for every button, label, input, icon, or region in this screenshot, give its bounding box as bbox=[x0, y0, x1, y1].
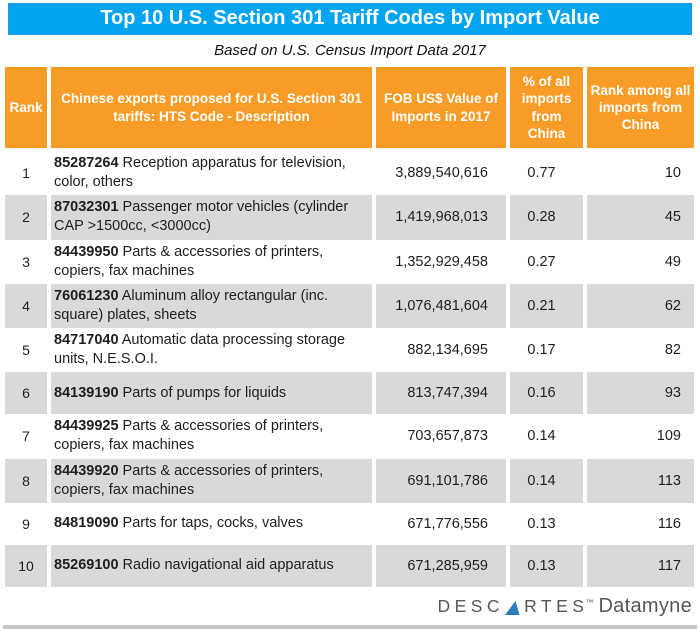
hts-code: 84717040 bbox=[54, 332, 119, 349]
table-body: 1 85287264 Reception apparatus for telev… bbox=[5, 151, 694, 587]
description-cell: 84819090 Parts for taps, cocks, valves bbox=[51, 502, 372, 545]
description-cell: 84439950 Parts & accessories of printers… bbox=[51, 239, 372, 284]
table-row: 9 84819090 Parts for taps, cocks, valves… bbox=[5, 502, 694, 545]
col-header-fob-value: FOB US$ Value of Imports in 2017 bbox=[376, 67, 506, 149]
description-text: Aluminum alloy rectangular (inc. square)… bbox=[54, 287, 329, 323]
hts-code: 84819090 bbox=[54, 515, 119, 532]
col-header-rank-all-imports: Rank among all imports from China bbox=[587, 67, 694, 149]
table-row: 4 76061230 Aluminum alloy rectangular (i… bbox=[5, 283, 694, 329]
rank-cell: 8 bbox=[5, 458, 47, 503]
description-cell: 85269100 Radio navigational aid apparatu… bbox=[51, 544, 372, 587]
rank-cell: 3 bbox=[5, 239, 47, 284]
description-cell: 84139190 Parts of pumps for liquids bbox=[51, 372, 372, 415]
pct-cell: 0.77 bbox=[510, 151, 583, 196]
pct-cell: 0.21 bbox=[510, 283, 583, 329]
pct-cell: 0.17 bbox=[510, 328, 583, 373]
description-text: Automatic data processing storage units,… bbox=[54, 332, 346, 368]
rank-all-cell: 49 bbox=[587, 239, 694, 284]
description-cell: 85287264 Reception apparatus for televis… bbox=[51, 151, 372, 196]
fob-value-cell: 671,285,959 bbox=[376, 544, 506, 587]
hts-code: 85269100 bbox=[54, 557, 119, 574]
table-row: 10 85269100 Radio navigational aid appar… bbox=[5, 544, 694, 587]
description-text: Parts of pumps for liquids bbox=[118, 384, 287, 401]
pct-cell: 0.16 bbox=[510, 372, 583, 415]
logo-trademark: ™ bbox=[585, 598, 594, 607]
hts-code: 84439925 bbox=[54, 418, 119, 435]
fob-value-cell: 882,134,695 bbox=[376, 328, 506, 373]
description-text: Radio navigational aid apparatus bbox=[118, 557, 334, 574]
descartes-datamyne-logo: DESC RTES ™ Datamyne bbox=[437, 595, 692, 618]
hts-code: 76061230 bbox=[54, 287, 119, 304]
fob-value-cell: 1,419,968,013 bbox=[376, 195, 506, 240]
hts-code: 84139190 bbox=[54, 384, 119, 401]
rank-all-cell: 82 bbox=[587, 328, 694, 373]
table-row: 3 84439950 Parts & accessories of printe… bbox=[5, 239, 694, 284]
rank-cell: 1 bbox=[5, 151, 47, 196]
col-header-rank: Rank bbox=[5, 67, 47, 149]
pct-cell: 0.14 bbox=[510, 414, 583, 459]
description-cell: 84717040 Automatic data processing stora… bbox=[51, 328, 372, 373]
rank-all-cell: 116 bbox=[587, 502, 694, 545]
table-row: 8 84439920 Parts & accessories of printe… bbox=[5, 458, 694, 503]
hts-code: 84439950 bbox=[54, 243, 119, 260]
description-text: Parts & accessories of printers, copiers… bbox=[54, 418, 324, 454]
bottom-divider-bar bbox=[3, 625, 697, 629]
table-row: 7 84439925 Parts & accessories of printe… bbox=[5, 414, 694, 459]
rank-all-cell: 93 bbox=[587, 372, 694, 415]
description-text: Parts for taps, cocks, valves bbox=[118, 515, 304, 532]
hts-code: 85287264 bbox=[54, 155, 119, 172]
description-cell: 76061230 Aluminum alloy rectangular (inc… bbox=[51, 283, 372, 329]
page-subtitle: Based on U.S. Census Import Data 2017 bbox=[214, 42, 486, 59]
rank-all-cell: 45 bbox=[587, 195, 694, 240]
rank-cell: 6 bbox=[5, 372, 47, 415]
rank-cell: 2 bbox=[5, 195, 47, 240]
rank-all-cell: 117 bbox=[587, 544, 694, 587]
logo-descartes-text: DESC RTES bbox=[437, 596, 589, 616]
pct-cell: 0.13 bbox=[510, 502, 583, 545]
description-cell: 84439925 Parts & accessories of printers… bbox=[51, 414, 372, 459]
rank-cell: 10 bbox=[5, 544, 47, 587]
description-text: Reception apparatus for television, colo… bbox=[54, 155, 346, 191]
rank-cell: 4 bbox=[5, 283, 47, 329]
fob-value-cell: 1,076,481,604 bbox=[376, 283, 506, 329]
pct-cell: 0.13 bbox=[510, 544, 583, 587]
rank-cell: 7 bbox=[5, 414, 47, 459]
fob-value-cell: 1,352,929,458 bbox=[376, 239, 506, 284]
fob-value-cell: 813,747,394 bbox=[376, 372, 506, 415]
table-row: 1 85287264 Reception apparatus for telev… bbox=[5, 151, 694, 196]
rank-cell: 5 bbox=[5, 328, 47, 373]
descartes-triangle-icon bbox=[505, 600, 520, 615]
fob-value-cell: 3,889,540,616 bbox=[376, 151, 506, 196]
description-text: Passenger motor vehicles (cylinder CAP >… bbox=[54, 199, 349, 235]
pct-cell: 0.14 bbox=[510, 458, 583, 503]
rank-all-cell: 113 bbox=[587, 458, 694, 503]
page-title: Top 10 U.S. Section 301 Tariff Codes by … bbox=[8, 3, 692, 35]
hts-code: 87032301 bbox=[54, 199, 119, 216]
rank-all-cell: 10 bbox=[587, 151, 694, 196]
pct-cell: 0.28 bbox=[510, 195, 583, 240]
table-row: 5 84717040 Automatic data processing sto… bbox=[5, 328, 694, 373]
fob-value-cell: 691,101,786 bbox=[376, 458, 506, 503]
col-header-description: Chinese exports proposed for U.S. Sectio… bbox=[51, 67, 372, 149]
description-text: Parts & accessories of printers, copiers… bbox=[54, 243, 324, 279]
description-text: Parts & accessories of printers, copiers… bbox=[54, 462, 324, 498]
table-row: 6 84139190 Parts of pumps for liquids 81… bbox=[5, 372, 694, 415]
logo-datamyne-text: Datamyne bbox=[598, 595, 692, 617]
fob-value-cell: 671,776,556 bbox=[376, 502, 506, 545]
tariff-table: Rank Chinese exports proposed for U.S. S… bbox=[5, 67, 694, 587]
rank-all-cell: 62 bbox=[587, 283, 694, 329]
fob-value-cell: 703,657,873 bbox=[376, 414, 506, 459]
col-header-pct-imports: % of all imports from China bbox=[510, 67, 583, 149]
table-header-row: Rank Chinese exports proposed for U.S. S… bbox=[5, 67, 694, 149]
description-cell: 84439920 Parts & accessories of printers… bbox=[51, 458, 372, 503]
rank-cell: 9 bbox=[5, 502, 47, 545]
pct-cell: 0.27 bbox=[510, 239, 583, 284]
table-row: 2 87032301 Passenger motor vehicles (cyl… bbox=[5, 195, 694, 240]
rank-all-cell: 109 bbox=[587, 414, 694, 459]
description-cell: 87032301 Passenger motor vehicles (cylin… bbox=[51, 195, 372, 240]
hts-code: 84439920 bbox=[54, 462, 119, 479]
